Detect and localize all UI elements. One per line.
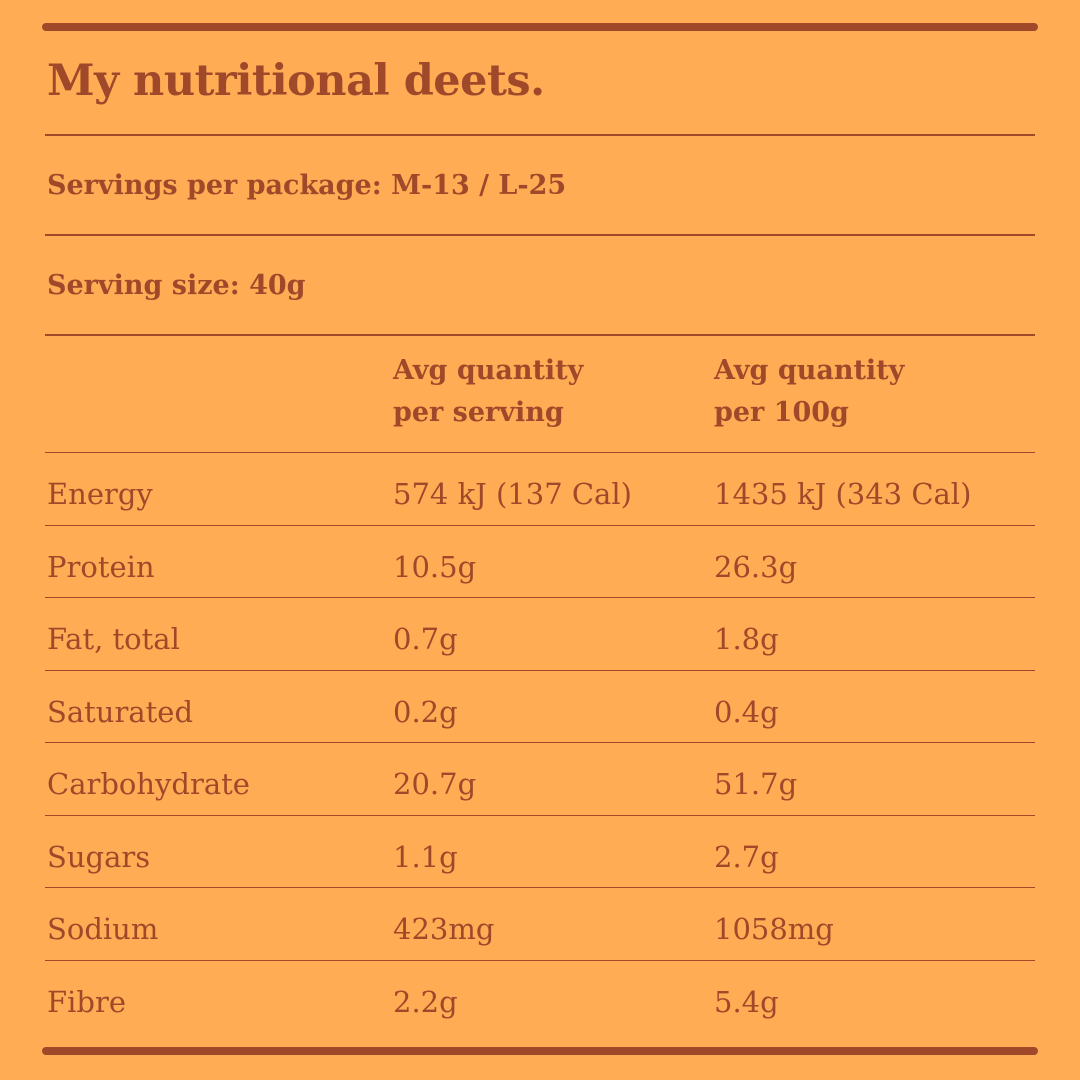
table-row: Carbohydrate 20.7g 51.7g — [0, 748, 1080, 820]
divider — [45, 452, 1035, 453]
value-per-serving: 0.7g — [393, 603, 458, 675]
bottom-border — [42, 1047, 1038, 1055]
value-per-serving: 0.2g — [393, 676, 458, 748]
column-header-line: Avg quantity — [714, 350, 904, 392]
nutrient-name: Saturated — [47, 676, 193, 748]
divider — [45, 134, 1035, 136]
value-per-serving: 2.2g — [393, 966, 458, 1038]
value-per-100g: 1.8g — [714, 603, 779, 675]
top-border — [42, 23, 1038, 31]
column-header-per-100g: Avg quantity per 100g — [714, 350, 904, 434]
value-per-100g: 0.4g — [714, 676, 779, 748]
table-row: Sugars 1.1g 2.7g — [0, 821, 1080, 893]
nutrient-name: Sodium — [47, 893, 158, 965]
column-header-line: per serving — [393, 392, 583, 434]
table-row: Sodium 423mg 1058mg — [0, 893, 1080, 965]
table-row: Fat, total 0.7g 1.8g — [0, 603, 1080, 675]
table-row: Protein 10.5g 26.3g — [0, 531, 1080, 603]
row-divider — [45, 815, 1035, 816]
value-per-100g: 5.4g — [714, 966, 779, 1038]
value-per-100g: 1435 kJ (343 Cal) — [714, 458, 971, 530]
nutrient-name: Fibre — [47, 966, 126, 1038]
value-per-serving: 574 kJ (137 Cal) — [393, 458, 632, 530]
table-row: Saturated 0.2g 0.4g — [0, 676, 1080, 748]
row-divider — [45, 525, 1035, 526]
nutrient-name: Sugars — [47, 821, 150, 893]
row-divider — [45, 887, 1035, 888]
column-header-per-serving: Avg quantity per serving — [393, 350, 583, 434]
nutrient-name: Fat, total — [47, 603, 180, 675]
nutrient-name: Carbohydrate — [47, 748, 250, 820]
divider — [45, 234, 1035, 236]
row-divider — [45, 670, 1035, 671]
column-header-line: Avg quantity — [393, 350, 583, 392]
table-row: Fibre 2.2g 5.4g — [0, 966, 1080, 1038]
servings-per-package: Servings per package: M-13 / L-25 — [47, 168, 566, 204]
table-row: Energy 574 kJ (137 Cal) 1435 kJ (343 Cal… — [0, 458, 1080, 530]
column-header-line: per 100g — [714, 392, 904, 434]
row-divider — [45, 960, 1035, 961]
value-per-100g: 2.7g — [714, 821, 779, 893]
value-per-100g: 51.7g — [714, 748, 797, 820]
value-per-100g: 26.3g — [714, 531, 797, 603]
row-divider — [45, 597, 1035, 598]
nutrient-name: Protein — [47, 531, 155, 603]
value-per-serving: 423mg — [393, 893, 494, 965]
page-title: My nutritional deets. — [47, 52, 545, 110]
nutrient-name: Energy — [47, 458, 153, 530]
row-divider — [45, 742, 1035, 743]
divider — [45, 334, 1035, 336]
value-per-100g: 1058mg — [714, 893, 834, 965]
serving-size: Serving size: 40g — [47, 268, 306, 304]
value-per-serving: 10.5g — [393, 531, 476, 603]
value-per-serving: 1.1g — [393, 821, 458, 893]
value-per-serving: 20.7g — [393, 748, 476, 820]
